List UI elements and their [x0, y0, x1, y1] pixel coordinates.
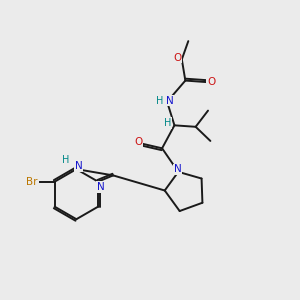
Text: O: O — [134, 137, 143, 147]
Text: O: O — [173, 52, 181, 63]
Text: N: N — [166, 96, 173, 106]
Text: H: H — [156, 96, 163, 106]
Text: H: H — [164, 118, 172, 128]
Text: O: O — [207, 77, 215, 87]
Text: Br: Br — [26, 177, 38, 187]
Text: N: N — [97, 182, 105, 192]
Text: N: N — [174, 164, 182, 175]
Text: N: N — [75, 161, 82, 171]
Text: H: H — [62, 155, 70, 165]
